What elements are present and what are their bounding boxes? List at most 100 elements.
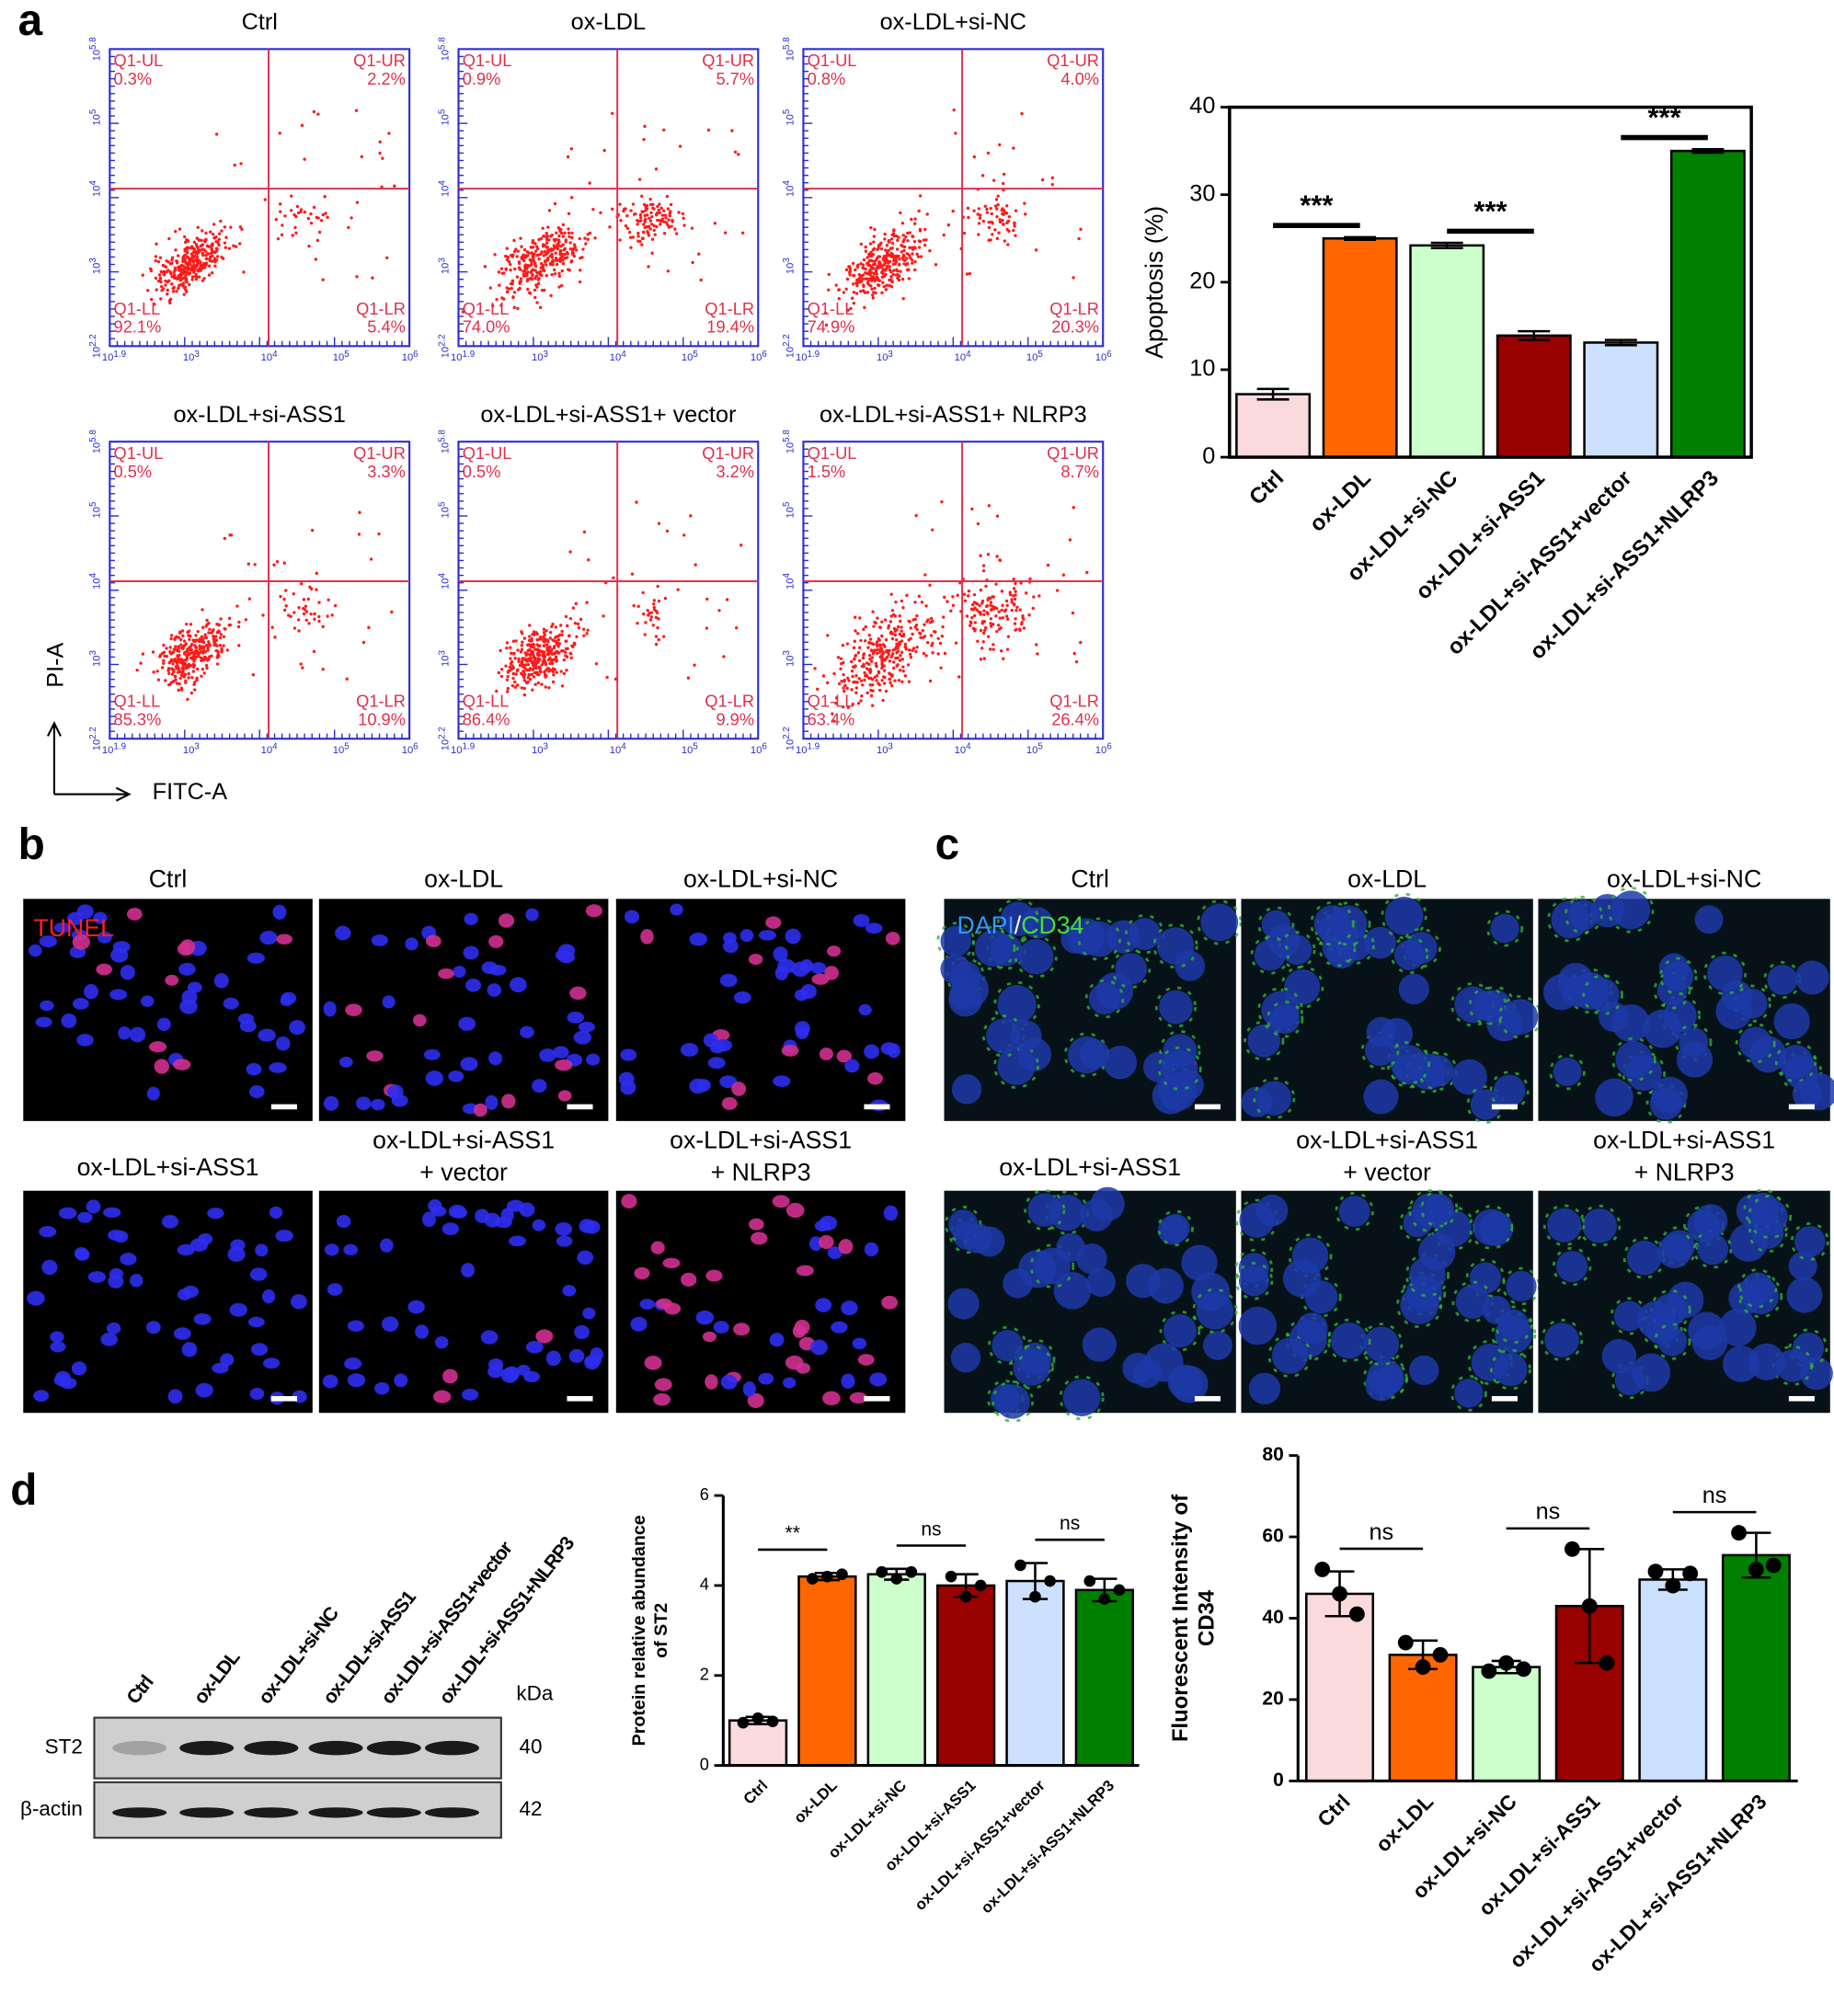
x-tick-label: 104 bbox=[955, 349, 971, 363]
tick-base: 10 bbox=[785, 347, 796, 358]
event-dot bbox=[182, 286, 187, 290]
tick-base: 10 bbox=[785, 507, 796, 518]
event-dot bbox=[526, 278, 530, 281]
nucleus bbox=[345, 1003, 362, 1016]
event-dot bbox=[889, 614, 893, 618]
event-dot bbox=[611, 111, 614, 115]
nucleus bbox=[1611, 890, 1651, 930]
nucleus bbox=[338, 1056, 353, 1068]
image-title: ox-LDL+si-ASS1 bbox=[373, 1126, 555, 1153]
event-dot bbox=[191, 670, 196, 673]
data-point bbox=[1029, 1590, 1041, 1603]
tick-exponent: 4 bbox=[782, 180, 792, 186]
event-dot bbox=[550, 652, 555, 656]
tick-exponent: 4 bbox=[272, 349, 278, 359]
event-dot bbox=[546, 250, 550, 254]
event-dot bbox=[880, 620, 884, 624]
event-dot bbox=[321, 278, 325, 281]
scale-bar bbox=[1788, 1395, 1815, 1402]
event-dot bbox=[522, 672, 527, 677]
event-dot bbox=[236, 624, 241, 629]
nucleus bbox=[695, 1310, 715, 1325]
nucleus bbox=[887, 1043, 900, 1059]
event-dot bbox=[853, 639, 857, 643]
nucleus bbox=[867, 1071, 883, 1085]
cd34-signal bbox=[1469, 1205, 1514, 1250]
nucleus bbox=[822, 1391, 841, 1405]
event-dot bbox=[952, 108, 956, 112]
event-dot bbox=[570, 235, 574, 240]
event-dot bbox=[506, 674, 510, 679]
event-dot bbox=[508, 665, 511, 669]
quadrant-name: Q1-UL bbox=[808, 443, 857, 463]
event-dot bbox=[556, 242, 560, 246]
event-dot bbox=[901, 253, 906, 258]
event-dot bbox=[910, 246, 914, 250]
event-dot bbox=[1005, 221, 1009, 225]
event-dot bbox=[183, 240, 188, 245]
kda-label: 40 bbox=[519, 1735, 542, 1758]
nucleus bbox=[460, 1057, 478, 1071]
quadrant-name: Q1-LL bbox=[463, 299, 510, 318]
event-dot bbox=[1004, 614, 1009, 618]
quadrant-percent: 4.0% bbox=[1060, 69, 1099, 88]
event-dot bbox=[854, 691, 858, 694]
events bbox=[461, 111, 745, 314]
event-dot bbox=[928, 679, 933, 683]
event-dot bbox=[625, 213, 629, 218]
event-dot bbox=[568, 651, 572, 655]
event-dot bbox=[176, 647, 179, 652]
bar bbox=[1388, 1654, 1458, 1782]
event-dot bbox=[299, 582, 304, 586]
event-dot bbox=[525, 681, 529, 685]
cd34-signal bbox=[1024, 1189, 1066, 1231]
event-dot bbox=[510, 279, 515, 282]
event-dot bbox=[735, 625, 739, 630]
tick-base: 10 bbox=[91, 186, 102, 197]
event-dot bbox=[908, 648, 911, 652]
event-dot bbox=[232, 244, 235, 247]
event-dot bbox=[697, 252, 701, 256]
event-dot bbox=[533, 249, 538, 253]
event-dot bbox=[194, 634, 198, 637]
flow-title: ox-LDL+si-ASS1+ NLRP3 bbox=[820, 402, 1087, 428]
event-dot bbox=[951, 595, 955, 599]
event-dot bbox=[1007, 214, 1012, 219]
nucleus bbox=[1767, 965, 1798, 995]
nucleus bbox=[39, 935, 58, 948]
event-dot bbox=[910, 217, 913, 222]
nucleus bbox=[630, 1316, 648, 1332]
event-dot bbox=[872, 246, 877, 251]
event-dot bbox=[242, 270, 246, 274]
nucleus bbox=[586, 1053, 601, 1066]
event-dot bbox=[533, 647, 537, 651]
event-dot bbox=[875, 664, 878, 668]
flow-title: ox-LDL+si-ASS1 bbox=[174, 402, 346, 428]
cd34-signal bbox=[1326, 901, 1371, 946]
event-dot bbox=[578, 236, 581, 241]
event-dot bbox=[648, 612, 651, 615]
tick-base: 10 bbox=[261, 352, 272, 363]
event-dot bbox=[677, 211, 681, 214]
event-dot bbox=[542, 650, 546, 654]
event-dot bbox=[387, 132, 391, 135]
event-dot bbox=[585, 601, 589, 604]
event-dot bbox=[900, 256, 905, 259]
nucleus bbox=[487, 1365, 504, 1379]
event-dot bbox=[517, 260, 522, 264]
tick-base: 10 bbox=[796, 352, 807, 363]
event-dot bbox=[986, 598, 990, 601]
event-dot bbox=[173, 273, 177, 277]
event-dot bbox=[1001, 207, 1004, 211]
error-bar bbox=[1518, 329, 1551, 341]
event-dot bbox=[887, 649, 890, 654]
row-label: ST2 bbox=[45, 1735, 83, 1758]
y-tick-label: 105.8 bbox=[782, 37, 797, 62]
event-dot bbox=[313, 617, 316, 621]
nucleus bbox=[1613, 1300, 1645, 1332]
event-dot bbox=[214, 132, 219, 136]
event-dot bbox=[555, 650, 558, 654]
nucleus bbox=[1557, 963, 1594, 1000]
event-dot bbox=[510, 286, 513, 291]
event-dot bbox=[203, 238, 208, 242]
